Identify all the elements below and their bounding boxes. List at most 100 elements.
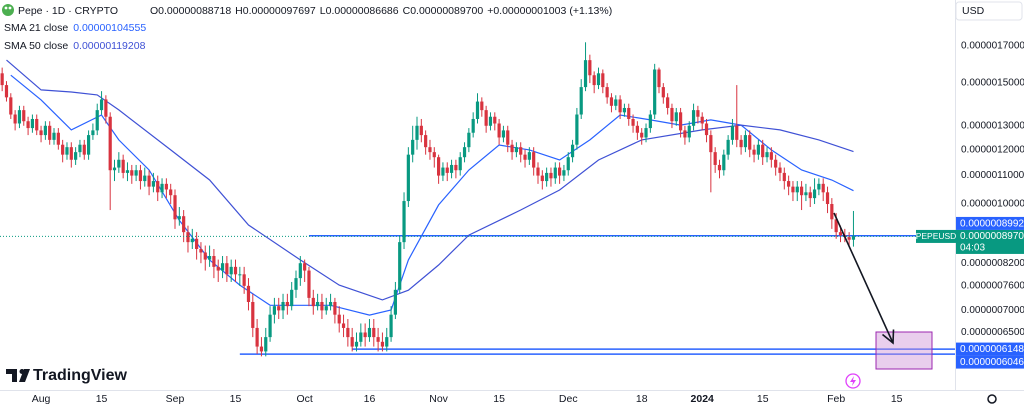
candle-body xyxy=(838,232,843,236)
candle-body xyxy=(203,252,207,260)
candle-body xyxy=(778,167,782,173)
x-tick-label: Dec xyxy=(559,393,578,405)
candle-body xyxy=(605,87,609,98)
arrow[interactable] xyxy=(833,212,894,344)
plot-area xyxy=(0,42,955,357)
candle-body xyxy=(532,152,536,168)
ohlc-key: L xyxy=(320,5,326,17)
candle-body xyxy=(570,144,575,158)
candle-body xyxy=(851,236,856,240)
candle-body xyxy=(320,301,324,311)
candle-body xyxy=(285,301,289,307)
change: +0.00000001003 xyxy=(487,5,566,17)
candle-body xyxy=(497,123,501,138)
currency[interactable]: USD xyxy=(962,5,985,17)
candle-body xyxy=(182,216,186,233)
candle-body xyxy=(614,99,618,106)
candle-body xyxy=(78,144,82,153)
candle-body xyxy=(536,167,540,176)
candle-body xyxy=(333,301,337,315)
candle-body xyxy=(748,135,752,150)
candle-body xyxy=(666,97,670,108)
brand-name[interactable]: TradingView xyxy=(33,367,128,384)
candle-body xyxy=(817,183,821,190)
candle-body xyxy=(402,201,406,243)
y-tick-label: 0.00000110000 xyxy=(961,170,1024,181)
candle-body xyxy=(43,125,47,136)
candle-body xyxy=(415,125,419,140)
candle-body xyxy=(61,144,65,155)
x-tick-label: 15 xyxy=(96,393,108,405)
candle-body xyxy=(657,69,661,88)
candle-body xyxy=(756,144,760,155)
candle-body xyxy=(311,297,315,307)
alert-icon[interactable] xyxy=(845,373,861,389)
y-tick-label: 0.00000070000 xyxy=(961,305,1024,316)
candle-body xyxy=(583,60,588,88)
symbol-icon[interactable] xyxy=(2,4,14,16)
candle-body xyxy=(380,341,385,347)
candle-body xyxy=(579,87,583,115)
candle-body xyxy=(713,152,717,165)
level-label-box xyxy=(956,342,1024,356)
candle-body xyxy=(553,167,557,179)
candle-body xyxy=(277,306,281,311)
candle-body xyxy=(229,266,233,275)
candle-body xyxy=(588,60,592,76)
candle-body xyxy=(324,306,328,311)
candle-body xyxy=(761,144,765,158)
candle-body xyxy=(432,152,436,158)
candle-body xyxy=(255,327,259,347)
candle-body xyxy=(35,118,39,131)
sma-legend[interactable]: SMA 21 close 0.00000104555 xyxy=(4,22,146,34)
candle-body xyxy=(95,110,99,131)
x-tick-label: Oct xyxy=(296,393,312,405)
candle-body xyxy=(519,147,523,155)
candle-body xyxy=(653,69,657,115)
candle-body xyxy=(480,101,484,111)
candle-body xyxy=(769,152,773,160)
candle-body xyxy=(30,118,35,129)
candle-body xyxy=(363,332,367,338)
candle-body xyxy=(575,114,579,145)
candle-body xyxy=(514,147,518,153)
x-tick-label: Nov xyxy=(429,393,448,405)
candle-body xyxy=(264,337,268,352)
candle-body xyxy=(346,327,350,338)
ohlc-key: C xyxy=(403,5,411,17)
settings-icon[interactable] xyxy=(987,394,997,404)
candle-body xyxy=(709,135,713,153)
candle-body xyxy=(687,125,691,138)
candle-body xyxy=(143,175,147,182)
candle-body xyxy=(609,97,614,106)
candle-body xyxy=(683,130,687,138)
candle-body xyxy=(169,189,173,196)
brand-logo-dot xyxy=(19,369,25,374)
candle-body xyxy=(488,116,493,126)
candle-body xyxy=(9,97,13,115)
level-label-box xyxy=(956,355,1024,369)
candle-body xyxy=(251,301,255,328)
x-tick-label: Aug xyxy=(32,393,51,405)
candle-body xyxy=(65,147,69,155)
symbol-icon-eye xyxy=(8,6,12,10)
symbol-title[interactable]: Pepe · 1D · CRYPTO xyxy=(18,5,118,17)
candle-body xyxy=(350,337,354,347)
candle-body xyxy=(186,232,190,243)
sma-legend[interactable]: SMA 50 close 0.00000119208 xyxy=(4,40,146,52)
candle-body xyxy=(389,314,393,338)
level-label-box xyxy=(956,216,1024,230)
candle-body xyxy=(782,172,786,182)
candle-body xyxy=(298,263,302,279)
ohlc-key: H xyxy=(235,5,243,17)
candle-body xyxy=(627,107,631,119)
candle-body xyxy=(566,157,570,171)
currency-button[interactable] xyxy=(955,1,1023,21)
arrow-head xyxy=(881,329,895,345)
candle-body xyxy=(294,278,298,290)
candle-body xyxy=(195,238,199,249)
candle-body xyxy=(501,130,506,138)
candle-body xyxy=(808,192,812,199)
target-box[interactable] xyxy=(875,331,933,370)
